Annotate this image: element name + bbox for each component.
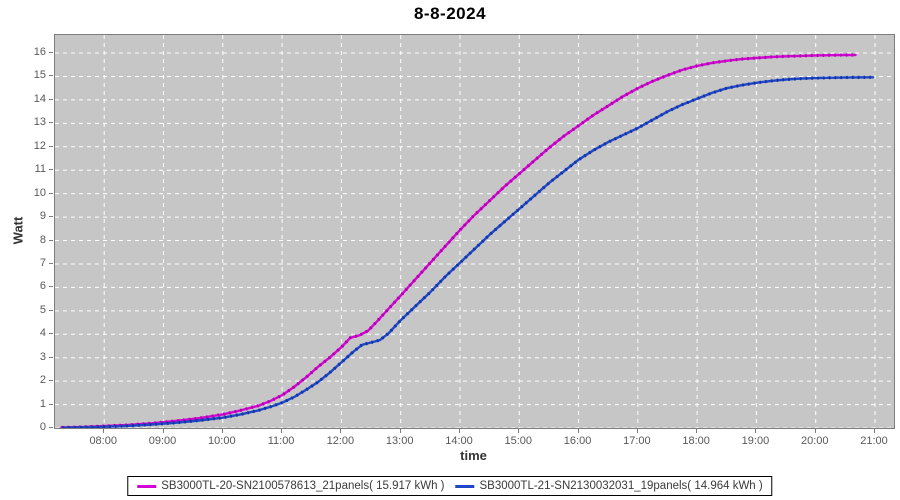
x-tick-label: 15:00 [504, 435, 533, 447]
x-tick-mark [814, 429, 816, 433]
y-tick-mark [49, 262, 53, 264]
y-tick-label: 13 [33, 116, 46, 129]
y-tick-mark [49, 427, 53, 428]
x-tick-label: 12:00 [326, 435, 355, 447]
x-tick-mark [874, 429, 876, 433]
y-tick-label: 14 [33, 92, 46, 105]
x-tick-label: 19:00 [741, 435, 770, 447]
plot-area [54, 34, 895, 429]
y-tick-mark [49, 192, 53, 194]
x-tick-mark [696, 429, 698, 433]
y-tick-mark [49, 380, 53, 382]
y-tick-label: 5 [39, 303, 46, 316]
x-tick-mark [162, 429, 164, 433]
chart-canvas [55, 35, 894, 428]
y-tick-label: 3 [39, 350, 46, 363]
x-tick-label: 09:00 [148, 435, 177, 447]
series-2-line-swatch [455, 484, 475, 488]
y-tick-label: 4 [39, 327, 46, 340]
y-tick-mark [49, 169, 53, 171]
x-tick-label: 21:00 [860, 435, 888, 447]
x-axis-title: time [460, 448, 487, 463]
x-tick-label: 18:00 [682, 435, 710, 447]
y-tick-mark [49, 286, 53, 288]
x-tick-label: 11:00 [267, 435, 295, 447]
series-line-1 [60, 53, 857, 428]
series-line-2 [61, 76, 875, 428]
series-markers-2 [62, 75, 874, 428]
y-tick-label: 10 [33, 186, 46, 199]
y-tick-label: 0 [39, 421, 46, 433]
x-tick-mark [221, 429, 223, 433]
x-tick-mark [458, 429, 460, 433]
y-tick-mark [49, 98, 53, 100]
x-tick-label: 16:00 [563, 435, 592, 447]
x-tick-mark [577, 429, 579, 433]
y-tick-mark [49, 309, 53, 311]
y-tick-mark [49, 333, 53, 335]
x-tick-mark [518, 429, 520, 433]
legend: SB3000TL-20-SN2100578613_21panels( 15.91… [127, 476, 773, 496]
x-tick-label: 14:00 [445, 435, 473, 447]
x-tick-label: 17:00 [623, 435, 651, 447]
x-tick-mark [340, 429, 342, 433]
x-tick-mark [281, 429, 283, 433]
x-tick-label: 13:00 [385, 435, 414, 447]
y-tick-mark [49, 122, 53, 124]
x-tick-mark [103, 429, 105, 433]
x-tick-mark [755, 429, 757, 433]
legend-item: SB3000TL-21-SN2130032031_19panels( 14.96… [455, 480, 763, 492]
y-tick-mark [49, 52, 53, 54]
y-tick-mark [49, 145, 53, 147]
x-tick-mark [399, 429, 401, 433]
series-2-label: SB3000TL-21-SN2130032031_19panels( 14.96… [479, 480, 763, 492]
legend-item: SB3000TL-20-SN2100578613_21panels( 15.91… [137, 480, 445, 492]
series-1-label: SB3000TL-20-SN2100578613_21panels( 15.91… [161, 480, 445, 492]
y-tick-label: 7 [39, 256, 46, 269]
y-tick-mark [49, 216, 53, 218]
y-tick-label: 11 [34, 163, 46, 176]
y-tick-mark [49, 75, 53, 77]
series-1-line-swatch [137, 484, 157, 488]
y-tick-mark [49, 356, 53, 358]
y-tick-label: 9 [39, 210, 46, 223]
y-tick-mark [49, 403, 53, 405]
y-tick-mark [49, 239, 53, 241]
y-tick-label: 16 [33, 46, 46, 59]
chart-title: 8-8-2024 [413, 4, 487, 23]
y-tick-label: 2 [39, 374, 46, 387]
x-tick-label: 10:00 [208, 435, 236, 447]
y-tick-label: 8 [39, 233, 46, 246]
y-tick-label: 1 [39, 397, 46, 410]
y-tick-label: 6 [39, 280, 46, 293]
x-tick-label: 20:00 [800, 435, 829, 447]
x-tick-label: 08:00 [89, 435, 117, 447]
x-tick-mark [636, 429, 638, 433]
y-tick-label: 15 [33, 69, 46, 82]
y-tick-label: 12 [33, 139, 46, 152]
series-markers-1 [61, 53, 856, 428]
